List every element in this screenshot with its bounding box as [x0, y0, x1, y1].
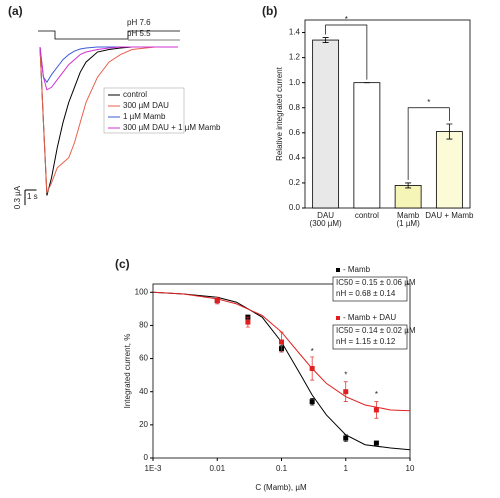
- point: [373, 440, 379, 446]
- x-tick-label: DAU: [317, 211, 334, 220]
- y-tick-label: 0.8: [289, 103, 301, 112]
- y-tick-label: 1.4: [289, 28, 301, 37]
- x-tick-label: 1: [344, 464, 349, 473]
- bar: [312, 39, 340, 209]
- bar: [394, 185, 422, 209]
- y-tick-label: 20: [139, 420, 148, 429]
- y-tick-label: 1.2: [289, 53, 301, 62]
- legend-label: 300 µM DAU + 1 µM Mamb: [123, 123, 221, 132]
- x-tick-label: 1E-3: [145, 464, 162, 473]
- legend-label: control: [123, 90, 147, 99]
- point: [373, 407, 379, 413]
- legend-label: 1 µM Mamb: [123, 112, 166, 121]
- point: [214, 298, 220, 304]
- error-bar: [405, 182, 412, 189]
- y-tick-label: 40: [139, 387, 148, 396]
- trace: [39, 46, 178, 84]
- significance-star: *: [427, 98, 430, 107]
- x-tick-label: (300 µM): [310, 219, 343, 228]
- plot-frame: [304, 19, 471, 209]
- panel-label: (b): [262, 4, 277, 18]
- point: [309, 399, 315, 405]
- y-tick-label: 60: [139, 354, 148, 363]
- point: [245, 319, 251, 325]
- legend-label: 300 µM DAU: [123, 101, 169, 110]
- y-tick-label: 0.0: [289, 203, 301, 212]
- point: [343, 435, 349, 441]
- panel-label: (a): [8, 4, 23, 18]
- legend-label: - Mamb + DAU: [343, 313, 396, 322]
- x-tick-label: (1 µM): [396, 219, 420, 228]
- y-tick-label: 0.2: [289, 178, 301, 187]
- significance-bracket: [407, 107, 450, 180]
- fit-note: nH = 0.68 ± 0.14: [336, 289, 396, 298]
- bar: [353, 82, 381, 209]
- point: [279, 339, 284, 345]
- y-tick-label: 80: [139, 321, 148, 330]
- legend-box: [103, 87, 185, 134]
- scale-label: 1 s: [27, 192, 38, 201]
- trace: [39, 46, 178, 91]
- y-tick-label: 1.0: [289, 78, 301, 87]
- x-tick-label: 0.01: [209, 464, 225, 473]
- fit-note: nH = 1.15 ± 0.12: [336, 337, 396, 346]
- x-axis-label: C (Mamb), µM: [255, 483, 307, 492]
- legend-swatch: [336, 268, 340, 272]
- trace: [39, 46, 178, 196]
- significance-star: *: [344, 370, 347, 379]
- note-box: [332, 276, 408, 302]
- y-tick-label: 0: [144, 453, 149, 462]
- fit-note: IC50 = 0.15 ± 0.06 µM: [336, 278, 416, 287]
- error-bar: [322, 37, 329, 43]
- ph-protocol: [38, 30, 180, 40]
- y-axis-label: Relative integrated current: [275, 66, 284, 161]
- significance-star: *: [345, 15, 348, 24]
- significance-bracket: [325, 24, 368, 80]
- point: [343, 389, 349, 395]
- note-box: [332, 324, 408, 350]
- significance-star: *: [375, 390, 378, 399]
- panel-label: (c): [115, 257, 130, 271]
- x-tick-label: 0.1: [276, 464, 288, 473]
- x-tick-label: Mamb: [397, 211, 420, 220]
- y-tick-label: 100: [135, 287, 149, 296]
- scale-label: 0.3 µA: [13, 185, 22, 209]
- significance-star: *: [311, 347, 314, 356]
- trace: [39, 46, 178, 194]
- error-bar: [446, 123, 453, 140]
- ph-label: pH 7.6: [127, 18, 151, 27]
- x-tick-label: control: [355, 211, 379, 220]
- x-tick-label: DAU + Mamb: [425, 211, 474, 220]
- y-tick-label: 0.6: [289, 128, 301, 137]
- x-tick-label: 10: [406, 464, 415, 473]
- plot-frame: [152, 283, 411, 459]
- bar: [435, 131, 463, 209]
- y-tick-label: 0.4: [289, 153, 301, 162]
- legend-label: - Mamb: [343, 265, 371, 274]
- y-axis-label: Integrated current, %: [123, 334, 132, 409]
- point: [309, 366, 315, 372]
- ph-label: pH 5.5: [127, 29, 151, 38]
- fit-note: IC50 = 0.14 ± 0.02 µM: [336, 326, 416, 335]
- legend-swatch: [336, 316, 340, 320]
